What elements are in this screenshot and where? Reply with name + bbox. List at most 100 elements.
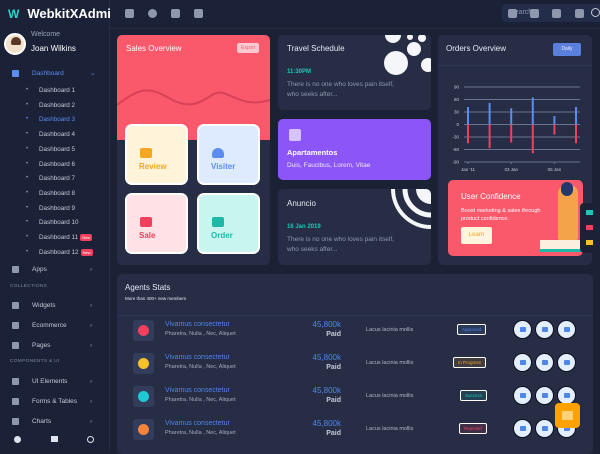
- apps-icon[interactable]: [575, 9, 584, 18]
- section-label: COLLECTIONS: [10, 284, 48, 289]
- delete-button[interactable]: [557, 320, 576, 339]
- user-icon[interactable]: [552, 9, 561, 18]
- edit-button[interactable]: [535, 353, 554, 372]
- clipboard-icon[interactable]: [194, 9, 203, 18]
- agent-name-link[interactable]: Vivamus consectetur: [165, 420, 230, 427]
- tile-sale[interactable]: Sale: [125, 193, 188, 254]
- chat-fab[interactable]: [555, 403, 580, 428]
- agent-name-link[interactable]: Vivamus consectetur: [165, 321, 230, 328]
- theme-icon[interactable]: [586, 210, 593, 215]
- edit-button[interactable]: [535, 386, 554, 405]
- sidebar-item-widgets[interactable]: Widgets ›: [0, 299, 110, 311]
- chevron-right-icon: ›: [90, 417, 93, 425]
- sidebar-item-dashboard-9[interactable]: • Dashboard 9: [26, 204, 76, 212]
- settings-icon[interactable]: [14, 436, 21, 443]
- export-button[interactable]: Export: [237, 43, 260, 53]
- chevron-right-icon: ›: [90, 265, 93, 273]
- agents-stats-card: Agents Stats More than 400+ new members …: [117, 274, 593, 454]
- user-confidence-card: User Confidence Boost marketing & sales …: [448, 180, 583, 256]
- sidebar-item-dashboard-6[interactable]: • Dashboard 6: [26, 160, 76, 168]
- sidebar-item-dashboard-2[interactable]: • Dashboard 2: [26, 101, 76, 109]
- copy-icon: [562, 411, 573, 420]
- apps-icon: [12, 265, 19, 273]
- sidebar-item-apps[interactable]: Apps ›: [0, 263, 110, 275]
- trash-icon: [564, 327, 570, 332]
- agent-icon: [133, 386, 154, 407]
- flag-icon[interactable]: [171, 9, 180, 18]
- basket-icon: [140, 217, 152, 227]
- bullet-icon: •: [26, 175, 29, 182]
- chevron-right-icon: ›: [90, 397, 93, 405]
- search-icon[interactable]: [591, 8, 600, 17]
- x-tick-label: Jan '11: [461, 167, 476, 172]
- sidebar-item-dashboard-4[interactable]: • Dashboard 4: [26, 131, 76, 139]
- pen-icon: [12, 377, 19, 385]
- sidebar-item-charts[interactable]: Charts ›: [0, 415, 110, 427]
- view-button[interactable]: [513, 386, 532, 405]
- status-badge: In Progress: [453, 357, 487, 368]
- card-icon: [520, 426, 526, 431]
- user-profile[interactable]: Welcome Joan Wilkins: [4, 31, 76, 56]
- sidebar-item-ecommerce[interactable]: Ecommerce ›: [0, 319, 110, 331]
- status-badge: Success: [460, 390, 488, 401]
- sidebar-item-ui-elements[interactable]: UI Elements ›: [0, 375, 110, 387]
- color-icon[interactable]: [586, 240, 593, 245]
- chat-icon[interactable]: [148, 9, 157, 18]
- power-icon[interactable]: [87, 436, 94, 443]
- learn-button[interactable]: Learn: [461, 227, 492, 244]
- quick-settings: [580, 203, 600, 253]
- fullscreen-icon[interactable]: [508, 9, 517, 18]
- table-row: Vivamus consectetur Pharetra, Nulla , Ne…: [117, 316, 593, 348]
- tile-review[interactable]: Review: [125, 124, 188, 185]
- x-tick-label: 05 Jan: [548, 167, 562, 172]
- mail-icon[interactable]: [51, 436, 58, 442]
- agent-name-link[interactable]: Vivamus consectetur: [165, 387, 230, 394]
- edit-button[interactable]: [535, 419, 554, 438]
- bell-icon[interactable]: [530, 9, 539, 18]
- delete-button[interactable]: [557, 353, 576, 372]
- apartamentos-card[interactable]: Apartamentos Duis, Faucibus, Lorem, Vita…: [278, 119, 431, 180]
- new-badge: New: [80, 248, 93, 256]
- view-button[interactable]: [513, 353, 532, 372]
- table-row: Vivamus consectetur Pharetra, Nulla , Ne…: [117, 349, 593, 381]
- sidebar-item-dashboard-5[interactable]: • Dashboard 5: [26, 145, 76, 153]
- book-illustration: [540, 240, 583, 252]
- pencil-icon: [542, 360, 548, 365]
- anuncio-card: Anuncio 16 Jan 2019 There is no one who …: [278, 189, 431, 265]
- sidebar-item-pages[interactable]: Pages ›: [0, 339, 110, 351]
- sidebar-item-dashboard-3[interactable]: • Dashboard 3: [26, 116, 76, 124]
- rings-decoration: [391, 189, 431, 229]
- tile-visiter[interactable]: Visiter: [197, 124, 260, 185]
- chevron-right-icon: ›: [90, 377, 93, 385]
- view-button[interactable]: [513, 320, 532, 339]
- sidebar-item-dashboard-12[interactable]: • Dashboard 12 New: [26, 248, 93, 256]
- menu-icon[interactable]: [125, 9, 134, 18]
- agent-name-link[interactable]: Vivamus consectetur: [165, 354, 230, 361]
- cart-icon: [12, 321, 19, 329]
- sidebar: W WebkitXAdmin Welcome Joan Wilkins Dashbo…: [0, 0, 119, 450]
- table-row: Vivamus consectetur Pharetra, Nulla , Ne…: [117, 382, 593, 414]
- sidebar-item-dashboard[interactable]: Dashboard ⌄: [0, 67, 110, 79]
- y-tick-label: 30: [454, 110, 460, 115]
- sidebar-item-dashboard-11[interactable]: • Dashboard 11 New: [26, 234, 93, 241]
- edit-button[interactable]: [535, 320, 554, 339]
- logo-icon: W: [8, 6, 20, 21]
- agent-icon: [133, 419, 154, 440]
- daily-button[interactable]: Daily: [553, 43, 581, 56]
- layout-icon[interactable]: [586, 225, 593, 230]
- sidebar-item-dashboard-1[interactable]: • Dashboard 1: [26, 87, 76, 94]
- y-tick-label: -60: [452, 147, 459, 152]
- logo[interactable]: W WebkitXAdmin: [8, 6, 119, 21]
- sidebar-item-dashboard-7[interactable]: • Dashboard 7: [26, 175, 76, 183]
- bullet-icon: •: [26, 101, 29, 108]
- card-icon: [520, 393, 526, 398]
- bullet-icon: •: [26, 204, 29, 211]
- table-row: Vivamus consectetur Pharetra, Nulla , Ne…: [117, 415, 593, 447]
- form-icon: [12, 397, 19, 405]
- sidebar-item-dashboard-8[interactable]: • Dashboard 8: [26, 189, 76, 197]
- sidebar-item-dashboard-10[interactable]: • Dashboard 10: [26, 219, 79, 227]
- sidebar-item-forms-tables[interactable]: Forms & Tables ›: [0, 395, 110, 407]
- dashboard-icon: [12, 69, 19, 77]
- view-button[interactable]: [513, 419, 532, 438]
- tile-order[interactable]: Order: [197, 193, 260, 254]
